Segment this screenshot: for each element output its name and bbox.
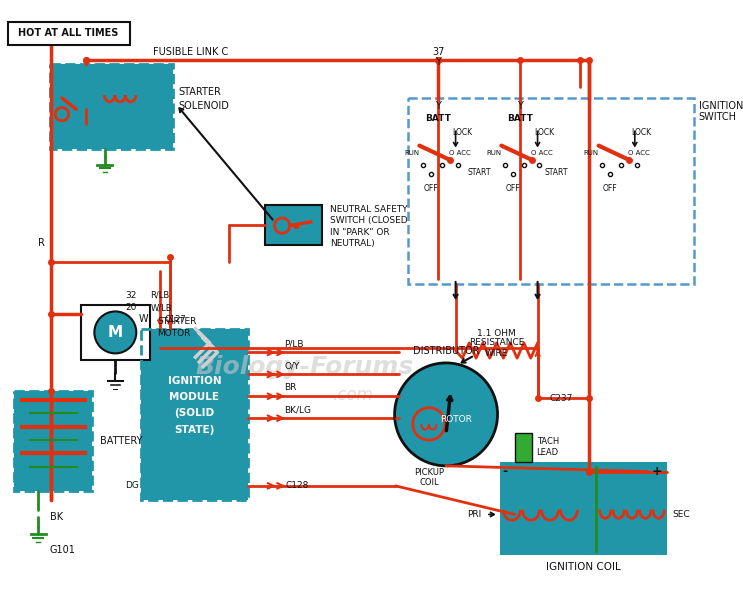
Text: START: START bbox=[467, 168, 491, 177]
Text: MOTOR: MOTOR bbox=[158, 329, 191, 338]
Bar bbox=[408, 98, 694, 284]
Text: IN "PARK" OR: IN "PARK" OR bbox=[330, 228, 389, 237]
Text: C237: C237 bbox=[549, 394, 572, 403]
Bar bbox=[14, 391, 92, 491]
Text: BR: BR bbox=[284, 383, 296, 392]
Text: STARTER: STARTER bbox=[178, 87, 221, 97]
Text: SOLENOID: SOLENOID bbox=[178, 101, 229, 110]
Text: RUN: RUN bbox=[583, 150, 599, 156]
Text: P/LB: P/LB bbox=[284, 340, 304, 349]
Text: BK/LG: BK/LG bbox=[284, 405, 311, 414]
Text: LOCK: LOCK bbox=[631, 128, 651, 137]
Text: HOT AT ALL TIMES: HOT AT ALL TIMES bbox=[19, 28, 119, 38]
Text: Y: Y bbox=[517, 101, 523, 110]
Text: G101: G101 bbox=[50, 545, 76, 555]
Text: DG: DG bbox=[126, 481, 139, 490]
Text: STATE): STATE) bbox=[175, 425, 215, 434]
Circle shape bbox=[395, 363, 498, 466]
Text: BK: BK bbox=[50, 512, 62, 523]
Text: M: M bbox=[108, 325, 123, 340]
Text: OFF: OFF bbox=[505, 184, 520, 193]
Text: DISTRIBUTOR: DISTRIBUTOR bbox=[413, 346, 479, 356]
Text: STARTER: STARTER bbox=[158, 317, 197, 326]
Bar bbox=[265, 205, 322, 245]
Text: O ACC: O ACC bbox=[449, 150, 470, 156]
Text: ROTOR: ROTOR bbox=[440, 415, 472, 424]
Text: 1.1 OHM: 1.1 OHM bbox=[477, 329, 516, 338]
Text: O ACC: O ACC bbox=[531, 150, 552, 156]
Text: PRI: PRI bbox=[467, 510, 481, 519]
Text: 37: 37 bbox=[432, 47, 444, 57]
Text: RESISTANCE: RESISTANCE bbox=[469, 338, 525, 347]
Bar bbox=[14, 391, 92, 491]
Text: BATTERY: BATTERY bbox=[100, 436, 143, 446]
Text: Y: Y bbox=[435, 57, 441, 67]
Text: OFF: OFF bbox=[424, 184, 438, 193]
Text: SWITCH: SWITCH bbox=[698, 112, 736, 122]
Text: C128: C128 bbox=[286, 481, 309, 490]
Text: PICKUP
COIL: PICKUP COIL bbox=[414, 467, 444, 487]
Text: NEUTRAL SAFETY: NEUTRAL SAFETY bbox=[330, 205, 407, 214]
Text: W/LB: W/LB bbox=[151, 303, 172, 312]
Text: IGNITION COIL: IGNITION COIL bbox=[546, 562, 621, 572]
Text: R/LB: R/LB bbox=[151, 291, 170, 300]
Text: RUN: RUN bbox=[404, 150, 419, 156]
Text: IGNITION: IGNITION bbox=[168, 376, 221, 386]
Text: OFF: OFF bbox=[603, 184, 617, 193]
Text: IGNITION: IGNITION bbox=[698, 101, 743, 110]
Text: START: START bbox=[545, 168, 568, 177]
Bar bbox=[500, 462, 667, 556]
Text: RUN: RUN bbox=[486, 150, 502, 156]
Text: SWITCH (CLOSED: SWITCH (CLOSED bbox=[330, 217, 407, 226]
Text: W: W bbox=[139, 314, 149, 324]
Text: -: - bbox=[502, 465, 507, 478]
Text: Biology-Forums: Biology-Forums bbox=[196, 355, 414, 379]
Text: 20: 20 bbox=[125, 303, 136, 312]
Bar bbox=[81, 305, 149, 360]
Text: LEAD: LEAD bbox=[536, 448, 559, 457]
Bar bbox=[141, 329, 248, 500]
Text: O/Y: O/Y bbox=[284, 361, 299, 370]
Bar bbox=[50, 64, 173, 149]
Text: BATT: BATT bbox=[426, 115, 452, 124]
Text: Y: Y bbox=[435, 101, 441, 110]
Text: LOCK: LOCK bbox=[533, 128, 554, 137]
Text: O ACC: O ACC bbox=[628, 150, 649, 156]
Text: (SOLID: (SOLID bbox=[175, 409, 215, 418]
Text: C127: C127 bbox=[165, 314, 186, 323]
Text: BATT: BATT bbox=[507, 115, 533, 124]
Bar bbox=[7, 22, 129, 44]
Bar bbox=[141, 329, 248, 500]
Text: 32: 32 bbox=[125, 291, 136, 300]
Text: FUSIBLE LINK C: FUSIBLE LINK C bbox=[153, 47, 228, 57]
Text: LOCK: LOCK bbox=[452, 128, 472, 137]
Text: TACH: TACH bbox=[536, 437, 559, 446]
Text: SEC: SEC bbox=[672, 510, 690, 519]
Text: NEUTRAL): NEUTRAL) bbox=[330, 239, 374, 248]
Text: WIRE: WIRE bbox=[485, 349, 508, 358]
Bar bbox=[50, 64, 173, 149]
Circle shape bbox=[94, 311, 136, 353]
Text: .com: .com bbox=[332, 386, 373, 404]
Text: MODULE: MODULE bbox=[169, 392, 219, 402]
Text: +: + bbox=[652, 465, 663, 478]
Bar bbox=[265, 205, 322, 245]
Bar bbox=[515, 433, 532, 462]
Text: R: R bbox=[38, 238, 45, 248]
